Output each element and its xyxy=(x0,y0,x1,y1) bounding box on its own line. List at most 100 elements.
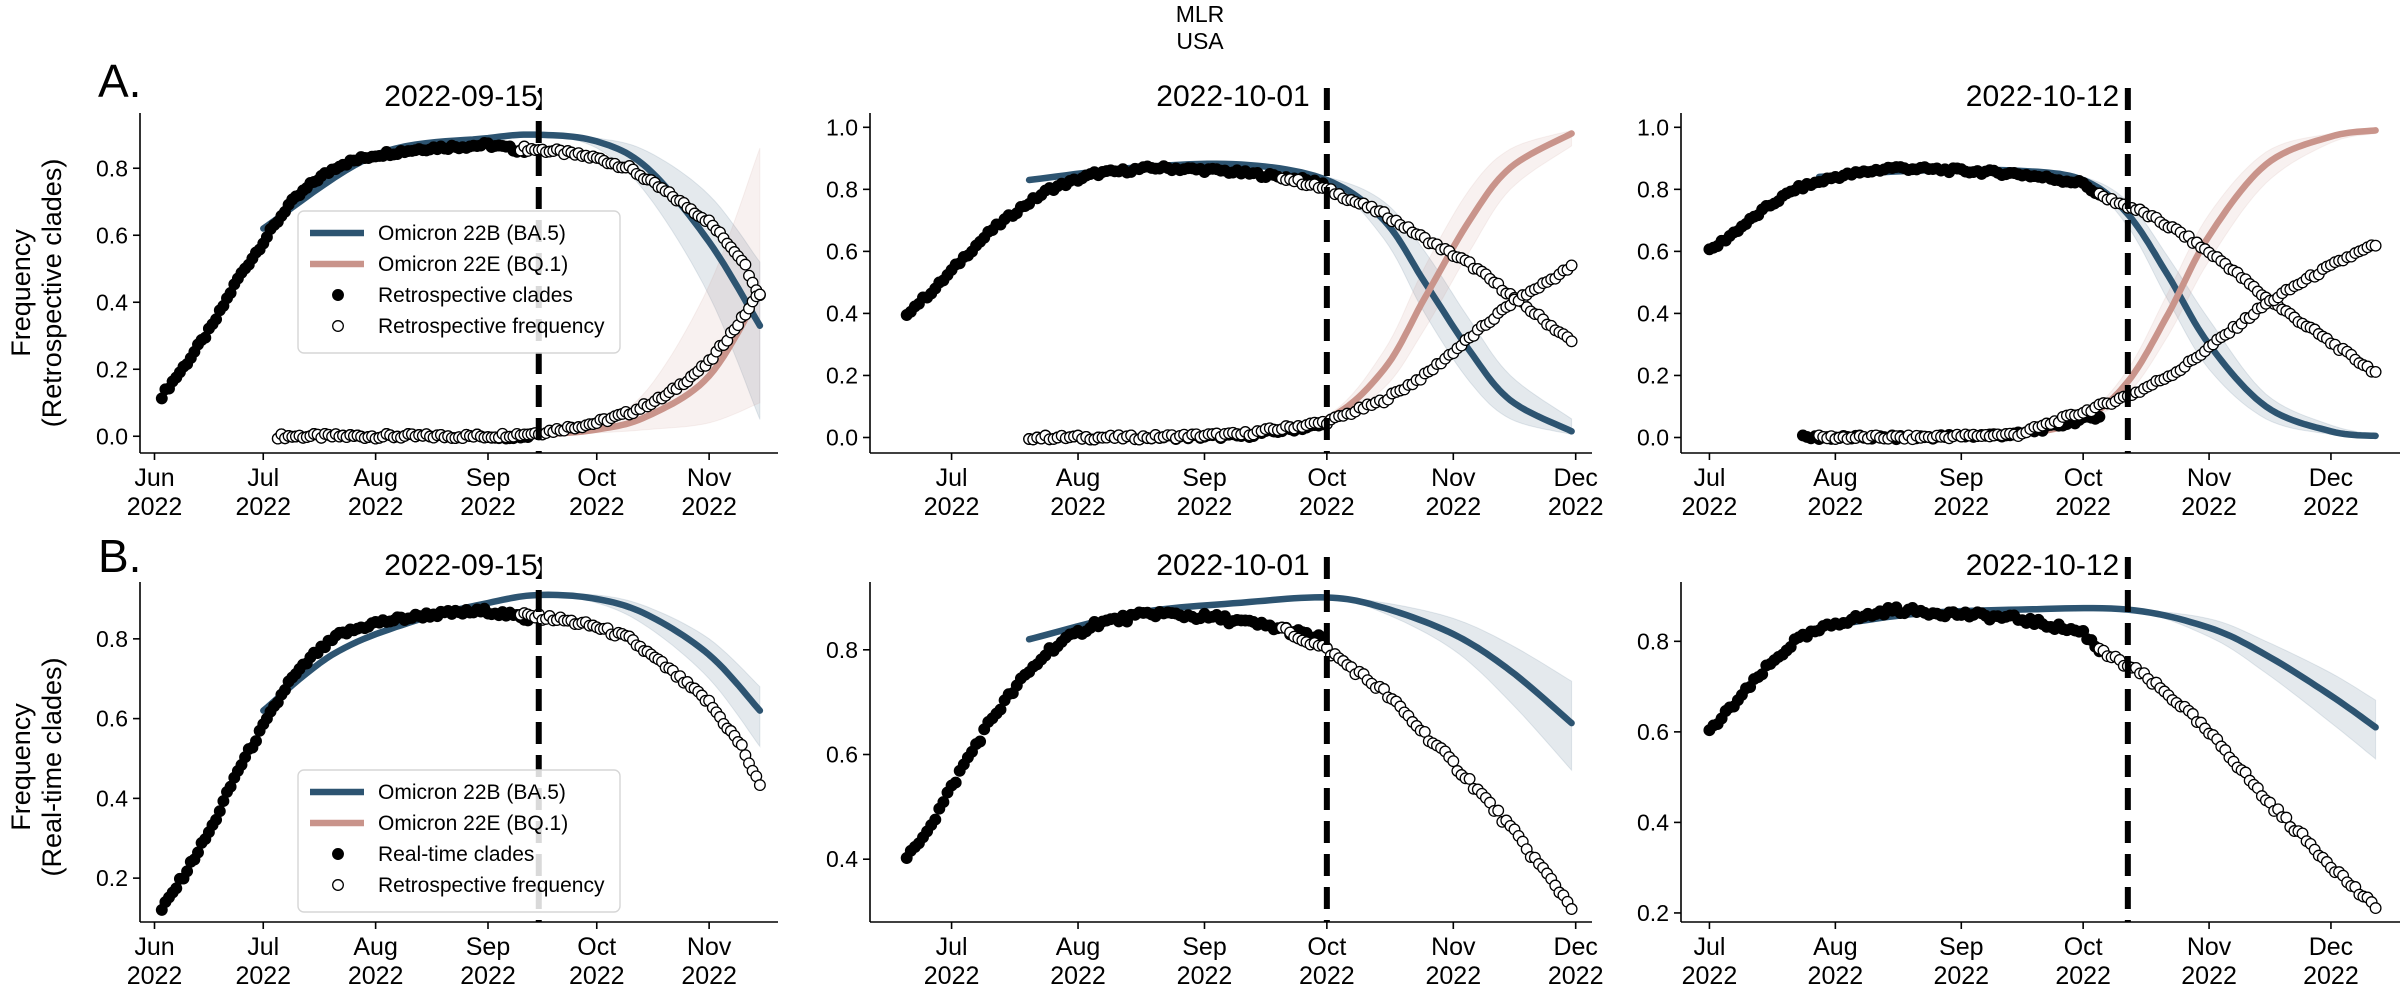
x-tick-label-year: 2022 xyxy=(1682,493,1738,521)
x-tick-label-year: 2022 xyxy=(1177,962,1233,990)
clade-point xyxy=(949,776,962,789)
x-tick-label-month: Oct xyxy=(577,933,616,961)
x-tick-label-year: 2022 xyxy=(1548,493,1604,521)
x-tick-label-month: Nov xyxy=(2187,933,2232,961)
legend-label: Omicron 22B (BA.5) xyxy=(378,222,566,245)
x-tick-label-month: Oct xyxy=(577,464,616,492)
x-tick-label-year: 2022 xyxy=(2055,493,2111,521)
y-tick-label: 0.6 xyxy=(826,742,858,768)
retro-frequency-point xyxy=(1565,259,1578,272)
x-tick-label-month: Dec xyxy=(2309,933,2353,961)
retro-frequency-point xyxy=(1492,804,1505,817)
x-tick-label-year: 2022 xyxy=(127,962,183,990)
ci-band-1 xyxy=(1819,607,2377,761)
y-tick-label: 0.0 xyxy=(96,423,128,449)
x-tick-label-year: 2022 xyxy=(460,962,516,990)
x-tick-label-year: 2022 xyxy=(460,493,516,521)
legend-label: Retrospective clades xyxy=(378,284,573,307)
legend-label: Omicron 22E (BQ.1) xyxy=(378,812,568,835)
x-tick-label-month: Jul xyxy=(247,933,279,961)
y-tick-label: 0.0 xyxy=(826,424,858,450)
x-tick-label-month: Jul xyxy=(247,464,279,492)
x-tick-label-year: 2022 xyxy=(681,962,737,990)
x-tick-label-year: 2022 xyxy=(2303,962,2359,990)
x-tick-label-year: 2022 xyxy=(1299,962,1355,990)
x-tick-label-month: Jul xyxy=(936,464,968,492)
y-tick-label: 0.8 xyxy=(826,637,858,663)
clade-point xyxy=(213,805,226,818)
y-tick-label: 1.0 xyxy=(826,114,858,140)
y-tick-label: 0.6 xyxy=(1637,238,1669,264)
x-tick-label-month: Aug xyxy=(1813,933,1857,961)
x-tick-label-year: 2022 xyxy=(1808,962,1864,990)
retro-frequency-point xyxy=(739,258,752,271)
x-tick-label-year: 2022 xyxy=(681,493,737,521)
panel-title: 2022-10-01 xyxy=(1156,549,1309,582)
x-tick-label-year: 2022 xyxy=(1933,493,1989,521)
x-tick-label-month: Dec xyxy=(2309,464,2353,492)
x-tick-label-month: Nov xyxy=(687,464,732,492)
x-tick-label-year: 2022 xyxy=(924,962,980,990)
panel-title: 2022-10-12 xyxy=(1966,549,2119,582)
y-tick-label: 0.6 xyxy=(96,706,128,732)
x-tick-label-year: 2022 xyxy=(1425,493,1481,521)
x-tick-label-year: 2022 xyxy=(235,493,291,521)
x-tick-label-month: Sep xyxy=(466,933,510,961)
series-line-1 xyxy=(1815,166,2379,440)
x-tick-label-month: Dec xyxy=(1553,464,1597,492)
y-tick-label: 0.2 xyxy=(96,356,128,382)
x-tick-label-year: 2022 xyxy=(2055,962,2111,990)
legend-label: Omicron 22B (BA.5) xyxy=(378,781,566,804)
retro-frequency-point xyxy=(2369,902,2382,915)
x-tick-label-month: Nov xyxy=(2187,464,2232,492)
y-tick-label: 0.8 xyxy=(96,626,128,652)
x-tick-label-year: 2022 xyxy=(2303,493,2359,521)
x-tick-label-month: Aug xyxy=(1056,933,1100,961)
x-tick-label-year: 2022 xyxy=(1808,493,1864,521)
x-tick-label-month: Nov xyxy=(1431,933,1476,961)
x-tick-label-month: Nov xyxy=(687,933,732,961)
retro-frequency-point xyxy=(1447,755,1460,768)
panel-3: 0.00.20.40.60.81.0Jul2022Aug2022Sep2022O… xyxy=(1637,76,2400,521)
panel-4: 0.20.40.60.8Jun2022Jul2022Aug2022Sep2022… xyxy=(96,545,778,990)
x-tick-label-month: Sep xyxy=(1182,933,1226,961)
x-tick-label-year: 2022 xyxy=(1177,493,1233,521)
y-tick-label: 0.4 xyxy=(1637,809,1669,835)
y-tick-label: 0.4 xyxy=(826,846,858,872)
x-tick-label-year: 2022 xyxy=(235,962,291,990)
x-tick-label-month: Sep xyxy=(1939,933,1983,961)
x-tick-label-month: Sep xyxy=(466,464,510,492)
retro-frequency-point xyxy=(1463,772,1476,785)
x-tick-label-month: Oct xyxy=(2064,933,2103,961)
x-tick-label-year: 2022 xyxy=(1682,962,1738,990)
x-tick-label-year: 2022 xyxy=(1050,962,1106,990)
x-tick-label-year: 2022 xyxy=(1933,962,1989,990)
panels: 0.00.20.40.60.8Jun2022Jul2022Aug2022Sep2… xyxy=(96,76,2400,990)
x-tick-label-month: Jun xyxy=(134,464,174,492)
x-tick-label-month: Jul xyxy=(1693,464,1725,492)
ylabel-row-a-line-1: Frequency xyxy=(6,229,36,357)
retro-frequency-point xyxy=(1565,903,1578,915)
y-tick-label: 0.8 xyxy=(826,176,858,202)
clade-point xyxy=(929,813,942,826)
clade-point xyxy=(250,735,262,748)
figure-title-line-2: USA xyxy=(1176,28,1224,54)
legend-label: Omicron 22E (BQ.1) xyxy=(378,253,568,276)
legend-swatch-marker xyxy=(332,289,344,301)
legend-label: Real-time clades xyxy=(378,843,534,866)
x-tick-label-month: Aug xyxy=(1813,464,1857,492)
legend-label: Retrospective frequency xyxy=(378,315,605,338)
x-tick-label-month: Jul xyxy=(1693,933,1725,961)
y-tick-label: 0.2 xyxy=(96,865,128,891)
x-tick-label-year: 2022 xyxy=(569,962,625,990)
legend-row-b: Omicron 22B (BA.5) Omicron 22E (BQ.1) Real… xyxy=(297,769,621,913)
legend-swatch-marker xyxy=(332,879,344,891)
row-label-b: B. xyxy=(98,530,141,582)
y-tick-label: 0.8 xyxy=(96,155,128,181)
ylabel-row-b-line-1: Frequency xyxy=(6,703,36,831)
retro-frequency-point xyxy=(1565,335,1578,348)
x-tick-label-year: 2022 xyxy=(348,962,404,990)
x-tick-label-month: Jul xyxy=(936,933,968,961)
legend-swatch-marker xyxy=(332,848,344,860)
